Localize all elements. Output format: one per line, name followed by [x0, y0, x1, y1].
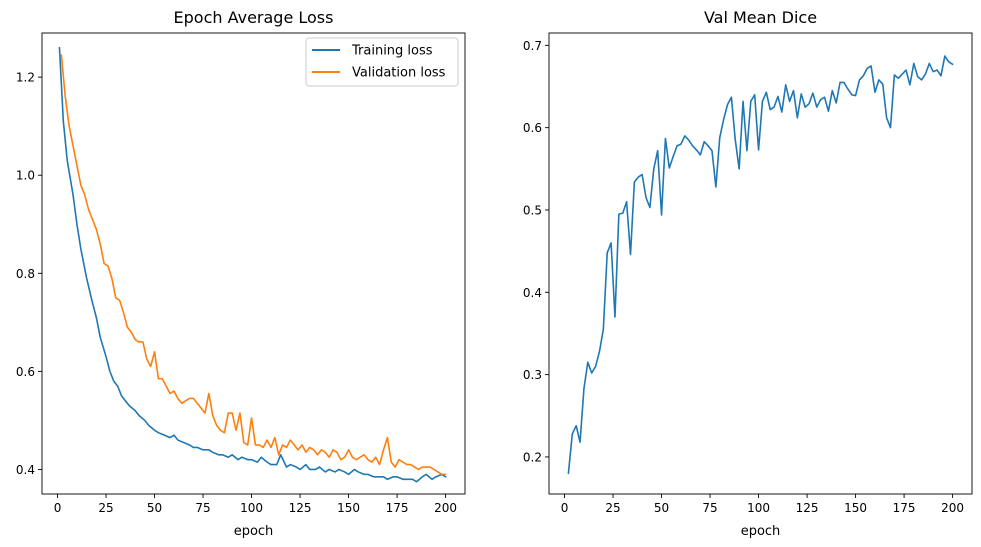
x-tick-label: 200 — [941, 501, 964, 515]
loss-chart-frame — [41, 32, 466, 495]
y-tick-label: 0.4 — [16, 463, 35, 477]
x-tick-label: 75 — [702, 501, 717, 515]
series-line-val-mean-dice — [567, 55, 954, 475]
dice-chart-lines — [567, 55, 954, 475]
legend-label-training-loss: Training loss — [351, 44, 433, 59]
x-tick-label: 175 — [893, 501, 916, 515]
x-tick-label: 50 — [147, 501, 162, 515]
x-tick-label: 0 — [54, 501, 62, 515]
series-line-validation-loss — [60, 54, 447, 476]
y-tick-label: 1.0 — [16, 169, 35, 183]
x-tick-label: 0 — [561, 501, 569, 515]
y-tick-label: 0.8 — [16, 267, 35, 281]
loss-chart: Epoch Average Loss epoch 0 25 50 75 100 125 15… — [16, 8, 466, 539]
loss-chart-lines — [58, 46, 447, 483]
dice-chart-ticks: 0 25 50 75 100 125 150 175 200 0.2 0.3 0.4 0.5 0.6 0.7 — [523, 39, 964, 515]
y-tick-label: 0.4 — [523, 286, 542, 300]
x-tick-label: 125 — [796, 501, 819, 515]
y-tick-label: 0.5 — [523, 203, 542, 217]
x-tick-label: 125 — [289, 501, 312, 515]
series-line-training-loss — [58, 46, 447, 483]
x-tick-label: 75 — [195, 501, 210, 515]
x-tick-label: 50 — [654, 501, 669, 515]
y-tick-label: 0.6 — [16, 365, 35, 379]
loss-chart-legend: Training loss Validation loss — [305, 37, 459, 87]
y-tick-label: 1.2 — [16, 71, 35, 85]
legend-box — [305, 37, 459, 87]
x-tick-label: 150 — [844, 501, 867, 515]
y-tick-label: 0.6 — [523, 121, 542, 135]
loss-chart-x-axis-label: epoch — [234, 524, 274, 539]
x-tick-label: 200 — [434, 501, 457, 515]
x-tick-label: 100 — [240, 501, 263, 515]
y-tick-label: 0.7 — [523, 39, 542, 53]
dice-chart: Val Mean Dice epoch 0 25 50 75 100 125 150 175 2… — [523, 8, 973, 539]
loss-chart-ticks: 0 25 50 75 100 125 150 175 200 0.4 0.6 0.8 1.0 1.2 — [16, 71, 457, 515]
y-tick-label: 0.2 — [523, 450, 542, 464]
dice-chart-frame — [548, 32, 973, 495]
loss-chart-title: Epoch Average Loss — [174, 8, 334, 27]
x-tick-label: 25 — [98, 501, 113, 515]
x-tick-label: 100 — [747, 501, 770, 515]
x-tick-label: 150 — [337, 501, 360, 515]
y-tick-label: 0.3 — [523, 368, 542, 382]
legend-label-validation-loss: Validation loss — [352, 66, 446, 81]
x-tick-label: 25 — [605, 501, 620, 515]
x-tick-label: 175 — [386, 501, 409, 515]
dice-chart-title: Val Mean Dice — [704, 8, 817, 27]
dice-chart-x-axis-label: epoch — [741, 524, 781, 539]
